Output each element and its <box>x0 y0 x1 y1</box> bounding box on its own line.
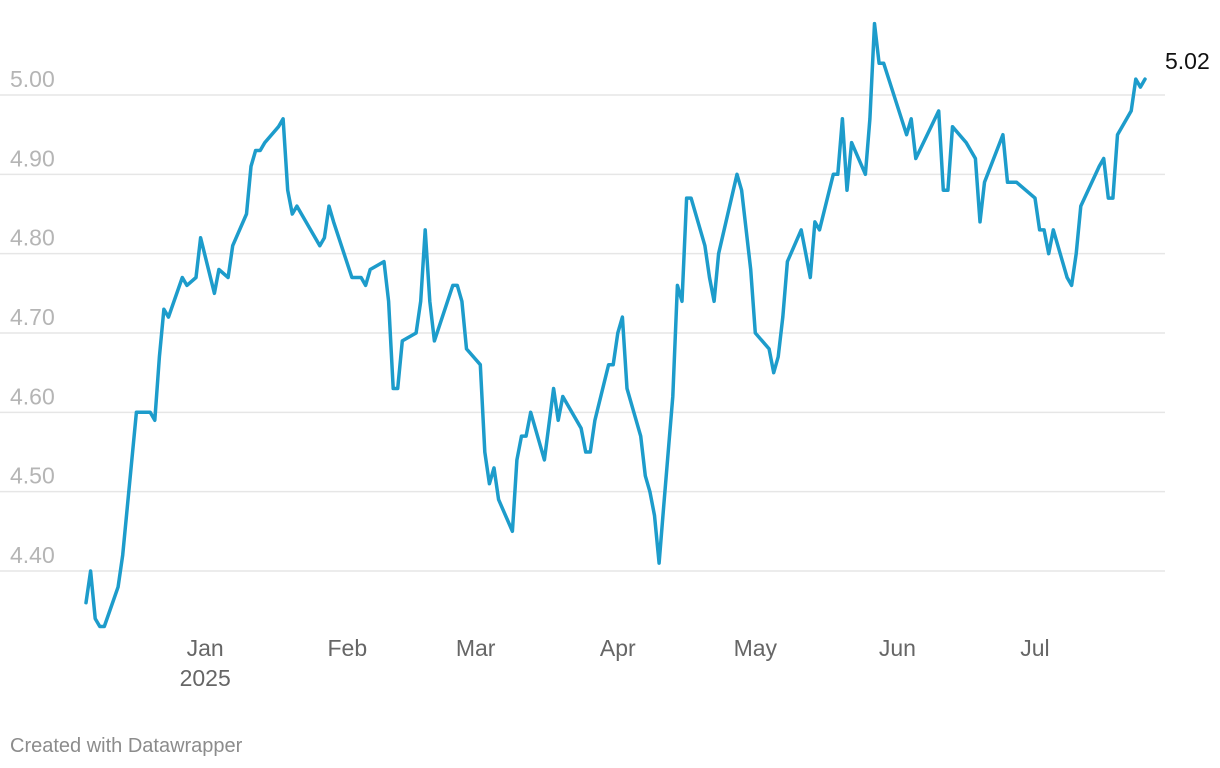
credit-text: Created with Datawrapper <box>10 735 243 757</box>
y-tick-label: 5.00 <box>10 66 55 92</box>
x-axis-tick-labels: Jan 2025 Feb Mar Apr May Jun Jul <box>180 635 1050 691</box>
x-tick-label: May <box>734 635 778 661</box>
x-tick-label: Feb <box>327 635 367 661</box>
x-tick-label: Mar <box>456 635 496 661</box>
y-tick-label: 4.90 <box>10 145 55 171</box>
y-tick-label: 4.80 <box>10 225 55 251</box>
x-tick-label: Jun <box>879 635 916 661</box>
end-value-label: 5.02 <box>1165 48 1210 74</box>
series-layer: 5.02 <box>84 21 1210 629</box>
x-tick-label: Apr <box>600 635 636 661</box>
y-tick-label: 4.50 <box>10 463 55 489</box>
x-tick-label: Jan <box>187 635 224 661</box>
gridlines <box>0 94 1165 572</box>
x-tick-label: Jul <box>1020 635 1049 661</box>
y-axis-tick-labels: 4.40 4.50 4.60 4.70 4.80 4.90 5.00 <box>10 66 55 568</box>
y-tick-label: 4.40 <box>10 542 55 568</box>
y-tick-label: 4.70 <box>10 304 55 330</box>
series-line <box>84 21 1147 629</box>
y-tick-label: 4.60 <box>10 383 55 409</box>
x-tick-sublabel: 2025 <box>180 665 231 691</box>
